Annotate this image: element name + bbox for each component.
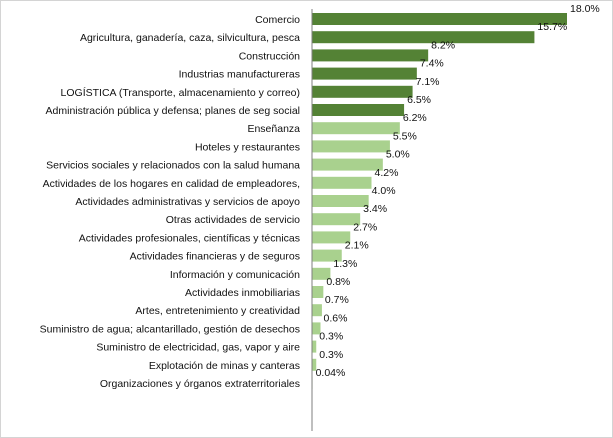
bar-17 [312, 322, 321, 335]
category-label-13: Actividades financieras y de seguros [130, 251, 300, 263]
value-label-0: 18.0% [570, 3, 600, 15]
bar-0 [312, 13, 567, 25]
category-label-5: Administración pública y defensa; planes… [46, 105, 300, 117]
value-label-17: 0.6% [324, 312, 348, 324]
bar-18 [312, 340, 317, 353]
value-label-18: 0.3% [319, 331, 343, 343]
bar-12 [312, 231, 351, 244]
bar-6 [312, 122, 400, 135]
bar-15 [312, 286, 324, 298]
bar-5 [312, 104, 405, 116]
value-label-1: 15.7% [537, 21, 567, 33]
category-label-16: Artes, entretenimiento y creatividad [135, 305, 300, 317]
value-label-8: 5.0% [386, 149, 410, 161]
value-label-19: 0.3% [319, 349, 343, 361]
bar-9 [312, 176, 372, 189]
value-label-12: 2.7% [353, 221, 377, 233]
bar-3 [312, 67, 417, 80]
category-label-11: Otras actividades de servicio [166, 214, 300, 226]
category-label-6: Enseñanza [247, 123, 300, 135]
category-label-1: Agricultura, ganadería, caza, silvicultu… [80, 32, 300, 44]
category-label-12: Actividades profesionales, científicas y… [79, 232, 300, 244]
category-label-15: Actividades inmobiliarias [185, 287, 300, 299]
value-label-9: 4.2% [375, 167, 399, 179]
value-label-3: 7.4% [420, 58, 444, 70]
category-label-2: Construcción [239, 50, 300, 62]
value-label-15: 0.8% [326, 276, 350, 288]
bar-19 [312, 358, 317, 371]
value-label-6: 6.2% [403, 112, 427, 124]
value-label-11: 3.4% [363, 203, 387, 215]
category-label-7: Hoteles y restaurantes [195, 141, 300, 153]
bar-11 [312, 213, 361, 226]
value-label-14: 1.3% [333, 258, 357, 270]
category-label-3: Industrias manufactureras [179, 69, 300, 81]
category-label-19: Explotación de minas y canteras [149, 360, 300, 372]
bar-2 [312, 49, 429, 62]
value-label-16: 0.7% [325, 294, 349, 306]
bar-8 [312, 158, 383, 171]
bar-1 [312, 31, 535, 44]
value-label-5: 6.5% [407, 94, 431, 106]
bar-7 [312, 140, 390, 153]
value-label-4: 7.1% [416, 76, 440, 88]
category-label-20: Organizaciones y órganos extraterritoria… [100, 378, 300, 390]
category-label-10: Actividades administrativas y servicios … [75, 196, 300, 208]
value-label-2: 8.2% [431, 39, 455, 51]
category-label-17: Suministro de agua; alcantarillado, gest… [40, 323, 300, 335]
bar-16 [312, 304, 322, 317]
value-label-20: 0.04% [316, 367, 346, 379]
value-label-10: 4.0% [372, 185, 396, 197]
category-label-8: Servicios sociales y relacionados con la… [46, 160, 300, 172]
bar-4 [312, 85, 413, 98]
category-label-18: Suministro de electricidad, gas, vapor y… [96, 342, 300, 354]
category-label-9: Actividades de los hogares en calidad de… [43, 178, 300, 190]
category-label-14: Información y comunicación [170, 269, 300, 281]
category-label-4: LOGÍSTICA (Transporte, almacenamiento y … [61, 86, 300, 99]
bar-14 [312, 267, 331, 280]
bar-10 [312, 195, 369, 207]
value-label-13: 2.1% [345, 240, 369, 252]
category-label-0: Comercio [255, 14, 300, 26]
value-label-7: 5.5% [393, 130, 417, 142]
bar-13 [312, 249, 342, 262]
